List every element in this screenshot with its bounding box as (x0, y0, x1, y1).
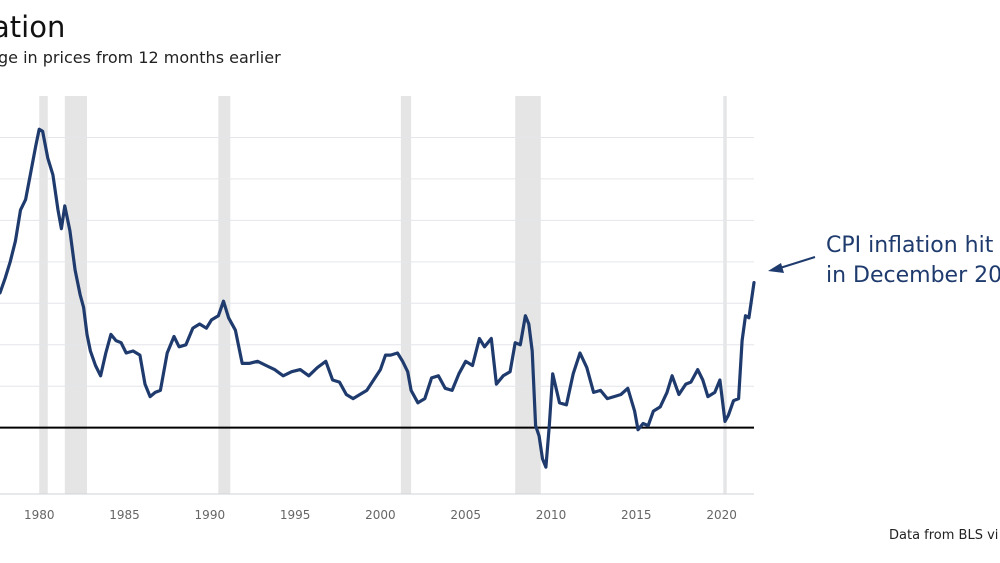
series-line-0 (0, 127, 756, 469)
series-group (0, 127, 756, 469)
recession-bands (39, 96, 727, 494)
x-axis-ticks: 1980 1985 1990 1995 2000 2005 2010 2015 2020 (24, 508, 737, 522)
callout-arrow-group (768, 256, 816, 273)
callout-arrow-line (779, 256, 816, 269)
callout-arrow-head (768, 263, 784, 273)
x-tick-label-1995: 1995 (280, 508, 311, 522)
x-tick-label-1985: 1985 (109, 508, 140, 522)
x-tick-label-1990: 1990 (195, 508, 226, 522)
source-note: Data from BLS vi (889, 528, 999, 543)
callout-annotation: CPI inflation hit 7 in December 202 (826, 231, 1000, 291)
x-tick-label-2015: 2015 (621, 508, 652, 522)
recession-band-3 (400, 96, 412, 494)
x-tick-label-1980: 1980 (24, 508, 55, 522)
recession-band-0 (39, 96, 48, 494)
recession-band-5 (723, 96, 727, 494)
x-tick-label-2020: 2020 (706, 508, 737, 522)
recession-band-2 (218, 96, 231, 494)
gridlines (0, 96, 754, 495)
callout-line-1: CPI inflation hit 7 (826, 233, 1000, 258)
recession-band-1 (64, 96, 87, 494)
x-tick-label-2005: 2005 (450, 508, 481, 522)
callout-line-2: in December 202 (826, 263, 1000, 288)
x-tick-label-2010: 2010 (536, 508, 567, 522)
chart-title: ation (0, 10, 66, 44)
x-tick-label-2000: 2000 (365, 508, 396, 522)
chart-subtitle: ge in prices from 12 months earlier (0, 48, 281, 67)
